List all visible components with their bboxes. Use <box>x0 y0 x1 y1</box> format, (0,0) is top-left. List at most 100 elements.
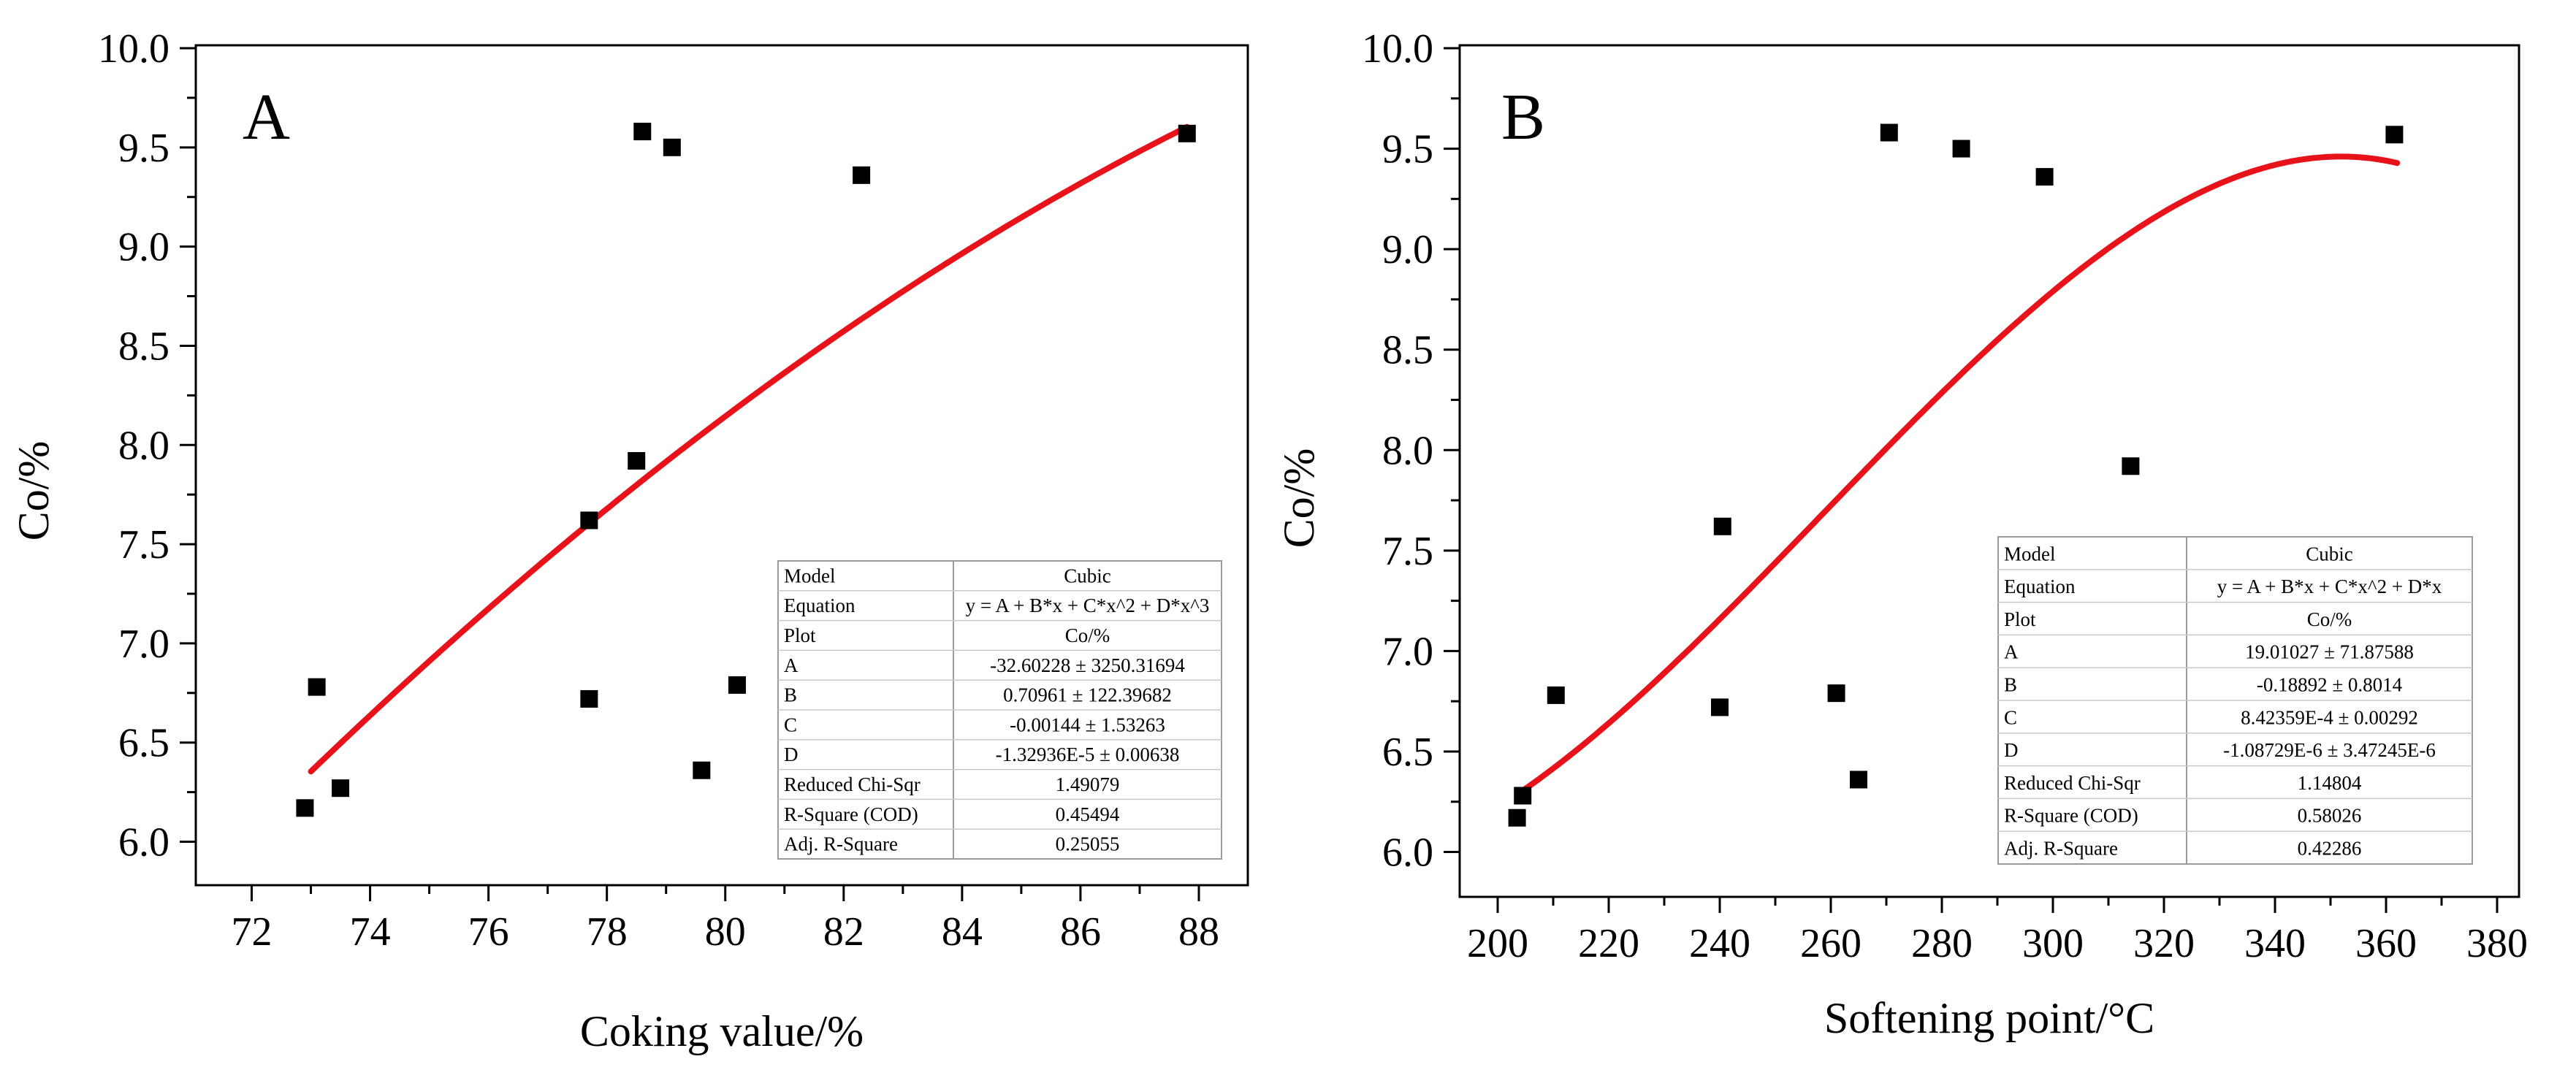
x-tick-label: 88 <box>1178 909 1219 955</box>
data-point <box>1547 686 1565 704</box>
table-value-cell: 8.42359E-4 ± 0.00292 <box>2241 706 2418 728</box>
table-value-cell: -0.18892 ± 0.8014 <box>2257 673 2403 695</box>
table-value-cell: 0.45494 <box>1056 803 1120 825</box>
data-point <box>1827 684 1845 703</box>
table-value-cell: y = A + B*x + C*x^2 + D*x <box>2217 576 2442 597</box>
plot-frame <box>194 44 1249 887</box>
data-point <box>628 451 646 470</box>
chart-panel-b: 200 220 240 260 280 300 320 340 360 380 6.0 6.5 7.0 7… <box>1275 26 2528 1042</box>
table-key-cell: Adj. R-Square <box>784 833 898 855</box>
y-tick-label: 6.5 <box>1382 730 1433 775</box>
table-value-cell: -0.00144 ± 1.53263 <box>1010 714 1165 735</box>
panel-label: A <box>243 81 290 153</box>
x-tick-label: 76 <box>468 909 509 955</box>
y-tick-label: 6.0 <box>118 820 169 865</box>
x-tick-label: 82 <box>823 909 864 955</box>
table-key-cell: B <box>2004 673 2017 695</box>
table-key-cell: D <box>784 743 799 765</box>
table-value-cell: 0.70961 ± 122.39682 <box>1003 684 1172 706</box>
table-value-cell: -1.32936E-5 ± 0.00638 <box>996 743 1180 765</box>
table-value-cell: 1.14804 <box>2298 772 2362 794</box>
data-point <box>663 138 681 156</box>
x-tick-label: 380 <box>2466 921 2528 966</box>
x-tick-label: 78 <box>587 909 628 955</box>
table-key-cell: Reduced Chi-Sqr <box>2004 772 2141 794</box>
table-key-cell: Model <box>784 565 836 586</box>
table-value-cell: Cubic <box>2306 543 2353 565</box>
table-key-cell: A <box>2004 641 2019 663</box>
y-tick-label: 8.5 <box>118 324 169 369</box>
y-axis-title: Co/% <box>1275 448 1323 548</box>
data-point <box>728 676 746 694</box>
table-key-cell: C <box>784 714 797 735</box>
table-key-cell: Adj. R-Square <box>2004 837 2118 859</box>
table-value-cell: 0.42286 <box>2298 837 2362 859</box>
table-key-cell: Reduced Chi-Sqr <box>784 773 921 795</box>
table-value-cell: 0.58026 <box>2298 805 2362 827</box>
data-point <box>2122 457 2140 475</box>
table-value-cell: -1.08729E-6 ± 3.47245E-6 <box>2223 739 2436 761</box>
panel-label: B <box>1501 81 1545 153</box>
y-tick-label: 10.0 <box>1362 26 1433 72</box>
y-tick-label: 7.0 <box>1382 629 1433 674</box>
fit-parameters-table: Model Cubic Equation y = A + B*x + C*x^2 + … <box>1997 536 2473 865</box>
y-tick-label: 9.5 <box>118 126 169 171</box>
x-tick-label: 340 <box>2244 921 2306 966</box>
fit-curve <box>1517 153 2401 796</box>
chart-panel-a: 72 74 76 78 80 82 84 86 88 6.0 6.5 7.0 7.5 8.0 8.5 9.0 9… <box>9 26 1249 1055</box>
data-point <box>2035 168 2054 186</box>
table-key-cell: Equation <box>2004 576 2076 597</box>
fit-parameters-table: Model Cubic Equation y = A + B*x + C*x^2 + … <box>777 560 1222 860</box>
table-value-cell: y = A + B*x + C*x^2 + D*x^3 <box>966 595 1210 616</box>
x-tick-label: 220 <box>1578 921 1639 966</box>
table-value-cell: 0.25055 <box>1056 833 1120 855</box>
table-key-cell: C <box>2004 706 2017 728</box>
table-value-cell: Cubic <box>1064 565 1111 586</box>
table-key-cell: A <box>784 654 799 676</box>
plot-frame <box>1458 44 2520 898</box>
x-tick-label: 240 <box>1689 921 1750 966</box>
data-point <box>1880 123 1898 142</box>
data-point <box>580 511 598 530</box>
x-tick-label: 280 <box>1911 921 1973 966</box>
y-tick-label: 6.0 <box>1382 830 1433 876</box>
data-point <box>1514 787 1532 805</box>
data-point <box>308 678 326 696</box>
table-key-cell: R-Square (COD) <box>2004 805 2138 827</box>
y-tick-label: 8.0 <box>1382 428 1433 473</box>
x-axis-title: Coking value/% <box>580 1007 864 1055</box>
data-point <box>2385 126 2404 144</box>
y-tick-label: 7.5 <box>118 522 169 567</box>
y-tick-label: 6.5 <box>118 721 169 766</box>
x-tick-label: 320 <box>2133 921 2195 966</box>
data-point <box>296 799 314 817</box>
y-tick-label: 8.0 <box>118 423 169 468</box>
y-tick-label: 8.5 <box>1382 328 1433 373</box>
y-tick-label: 9.0 <box>118 225 169 270</box>
table-key-cell: Plot <box>784 624 816 646</box>
x-tick-label: 300 <box>2022 921 2084 966</box>
table-value-cell: 1.49079 <box>1056 773 1120 795</box>
y-tick-label: 9.0 <box>1382 227 1433 272</box>
y-tick-label: 7.0 <box>118 622 169 667</box>
x-axis-title: Softening point/°C <box>1824 994 2154 1042</box>
table-value-cell: 19.01027 ± 71.87588 <box>2245 641 2414 663</box>
table-key-cell: Plot <box>2004 608 2036 630</box>
table-key-cell: B <box>784 684 797 706</box>
x-tick-label: 86 <box>1060 909 1101 955</box>
x-tick-label: 74 <box>350 909 391 955</box>
data-point <box>633 123 652 141</box>
y-axis-title: Co/% <box>9 441 58 541</box>
table-key-cell: D <box>2004 739 2019 761</box>
data-point <box>1952 139 1970 158</box>
y-tick-label: 10.0 <box>98 26 169 72</box>
data-point <box>1711 698 1729 716</box>
data-point <box>332 779 350 798</box>
fit-curve <box>308 123 1190 775</box>
data-point <box>853 166 871 184</box>
table-key-cell: Model <box>2004 543 2056 565</box>
x-tick-label: 72 <box>232 909 273 955</box>
data-point <box>1713 517 1731 535</box>
